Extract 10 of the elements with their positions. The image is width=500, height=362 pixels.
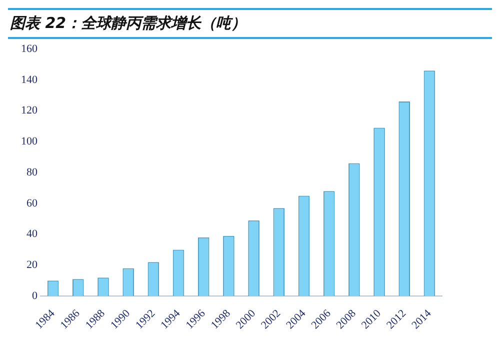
y-tick-label: 0 bbox=[32, 290, 38, 302]
y-tick-label: 60 bbox=[26, 197, 38, 210]
chart-title: 图表 22：全球静丙需求增长（吨） bbox=[8, 8, 492, 39]
y-tick-label: 120 bbox=[21, 104, 38, 117]
y-tick-label: 100 bbox=[21, 136, 38, 148]
y-tick-label: 40 bbox=[26, 228, 38, 240]
y-tick-label: 140 bbox=[21, 74, 38, 86]
y-tick-label: 160 bbox=[21, 42, 38, 55]
y-tick-label: 20 bbox=[26, 259, 38, 272]
y-tick-label: 80 bbox=[26, 166, 38, 178]
